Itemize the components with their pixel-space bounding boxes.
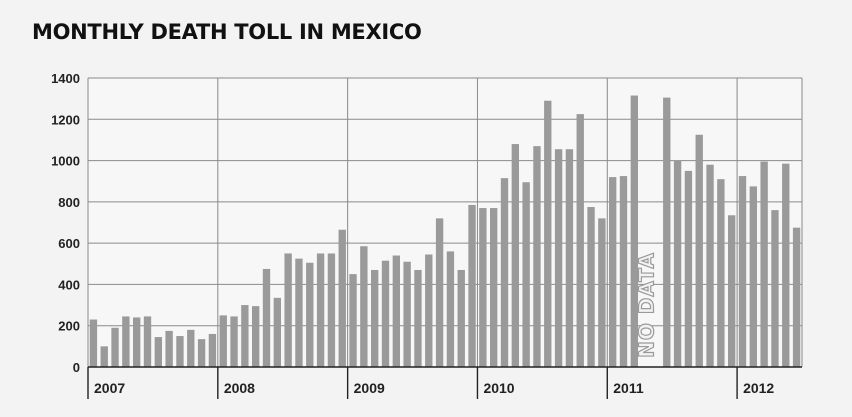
bar (327, 253, 336, 367)
bar (176, 336, 184, 367)
bar (706, 164, 714, 367)
x-tick-label: 2011 (613, 380, 644, 396)
bar (728, 215, 736, 367)
y-tick-label: 0 (73, 360, 80, 375)
bar (457, 269, 465, 367)
bar (349, 274, 357, 367)
x-tick-label: 2012 (743, 380, 774, 396)
bar (306, 262, 314, 367)
bar (565, 149, 574, 367)
bar (663, 97, 671, 367)
bar (241, 305, 249, 367)
bar (738, 176, 747, 367)
bar (89, 319, 98, 367)
bar (381, 260, 390, 367)
y-tick-label: 1200 (51, 112, 80, 127)
bar (673, 160, 682, 367)
bar (100, 346, 108, 367)
bar (143, 316, 152, 367)
x-tick-label: 2007 (94, 380, 125, 396)
y-tick-label: 600 (58, 236, 80, 251)
bar (165, 330, 173, 367)
bar (133, 317, 141, 367)
bar (511, 144, 519, 367)
bar (760, 161, 768, 367)
bar (522, 182, 530, 367)
x-tick-label: 2008 (224, 380, 255, 396)
bar (587, 207, 595, 367)
bar (609, 177, 617, 367)
y-tick-label: 1400 (51, 71, 80, 86)
bar (295, 258, 303, 367)
x-tick-label: 2009 (354, 380, 385, 396)
bar (230, 316, 238, 367)
bar (392, 255, 400, 367)
bar (446, 251, 455, 367)
bar (371, 269, 379, 367)
bar (284, 253, 292, 367)
bar (782, 163, 790, 367)
bar (533, 146, 541, 367)
bar (187, 329, 195, 367)
x-tick-label: 2010 (483, 380, 514, 396)
bar (435, 218, 444, 367)
chart-title: MONTHLY DEATH TOLL IN MEXICO (32, 20, 422, 44)
bar (197, 339, 206, 367)
plot-area (88, 78, 802, 367)
no-data-annotation: NO DATA (635, 252, 659, 358)
bar (479, 208, 487, 367)
bar (490, 208, 498, 367)
bar (630, 95, 638, 368)
bar (576, 114, 584, 367)
y-tick-label: 400 (58, 277, 80, 292)
bar (619, 176, 628, 367)
bar (695, 134, 703, 367)
bar (122, 316, 130, 367)
y-tick-label: 200 (58, 319, 80, 334)
bar (598, 218, 606, 367)
bar (403, 261, 411, 367)
bar (749, 186, 757, 367)
bar (154, 337, 162, 367)
bar (252, 306, 260, 367)
bar (771, 210, 779, 367)
bar (468, 204, 476, 367)
bar (554, 149, 563, 367)
bar (338, 229, 346, 367)
bar (316, 253, 325, 367)
bar (792, 227, 801, 367)
bar (684, 170, 693, 367)
bar (219, 315, 227, 367)
bar (425, 254, 433, 367)
bar (360, 246, 368, 367)
bar (414, 269, 422, 367)
bar (500, 178, 509, 367)
y-tick-label: 800 (58, 195, 80, 210)
bar (717, 179, 725, 367)
bar (208, 333, 217, 367)
bar (262, 268, 271, 367)
y-tick-label: 1000 (51, 154, 80, 169)
bar (544, 100, 552, 367)
bar (111, 327, 119, 367)
bar (273, 297, 281, 367)
